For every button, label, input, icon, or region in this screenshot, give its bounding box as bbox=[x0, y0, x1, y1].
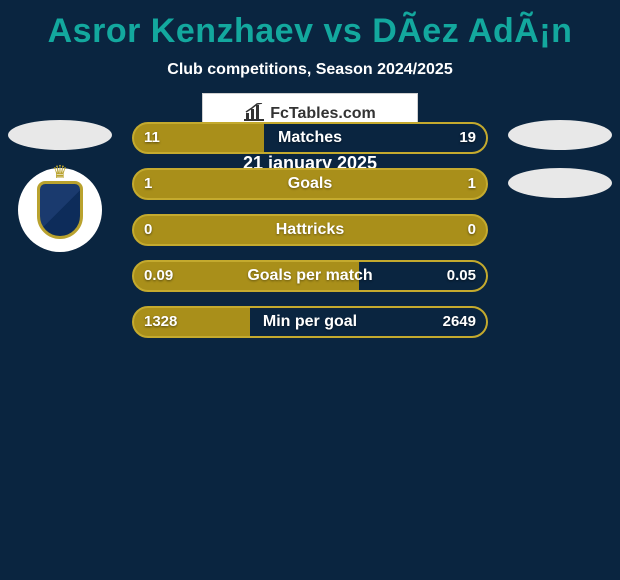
stat-row: Matches11 19 bbox=[132, 122, 488, 154]
stat-row: Goals per match0.09 0.05 bbox=[132, 260, 488, 292]
stat-label: Goals per match bbox=[132, 260, 488, 292]
stat-label: Matches bbox=[132, 122, 488, 154]
player-right bbox=[508, 120, 612, 206]
stat-value-left: 11 bbox=[144, 122, 160, 154]
stat-row: Hattricks0 0 bbox=[132, 214, 488, 246]
crown-icon: ♛ bbox=[52, 162, 68, 183]
stat-value-right: 0.05 bbox=[447, 260, 476, 292]
player-left-placeholder-icon bbox=[8, 120, 112, 150]
stat-value-right: 1 bbox=[468, 168, 476, 200]
stat-value-right: 2649 bbox=[443, 306, 476, 338]
stat-row: Goals1 1 bbox=[132, 168, 488, 200]
subtitle: Club competitions, Season 2024/2025 bbox=[0, 61, 620, 79]
player-right-placeholder-icon-2 bbox=[508, 168, 612, 198]
stat-value-right: 19 bbox=[459, 122, 476, 154]
stat-value-left: 0.09 bbox=[144, 260, 173, 292]
player-right-placeholder-icon-1 bbox=[508, 120, 612, 150]
stat-value-left: 1328 bbox=[144, 306, 177, 338]
shield-icon bbox=[37, 181, 83, 239]
club-badge-left: ♛ bbox=[18, 168, 102, 252]
stat-label: Min per goal bbox=[132, 306, 488, 338]
page-title: Asror Kenzhaev vs DÃez AdÃ¡n bbox=[0, 0, 620, 51]
stat-value-left: 1 bbox=[144, 168, 152, 200]
stat-label: Goals bbox=[132, 168, 488, 200]
stats-bars: Matches1119Goals11Hattricks00Goals per m… bbox=[132, 122, 488, 352]
stat-value-right: 0 bbox=[468, 214, 476, 246]
player-left: ♛ bbox=[8, 120, 112, 252]
stat-row: Min per goal1328 2649 bbox=[132, 306, 488, 338]
stat-label: Hattricks bbox=[132, 214, 488, 246]
stat-value-left: 0 bbox=[144, 214, 152, 246]
